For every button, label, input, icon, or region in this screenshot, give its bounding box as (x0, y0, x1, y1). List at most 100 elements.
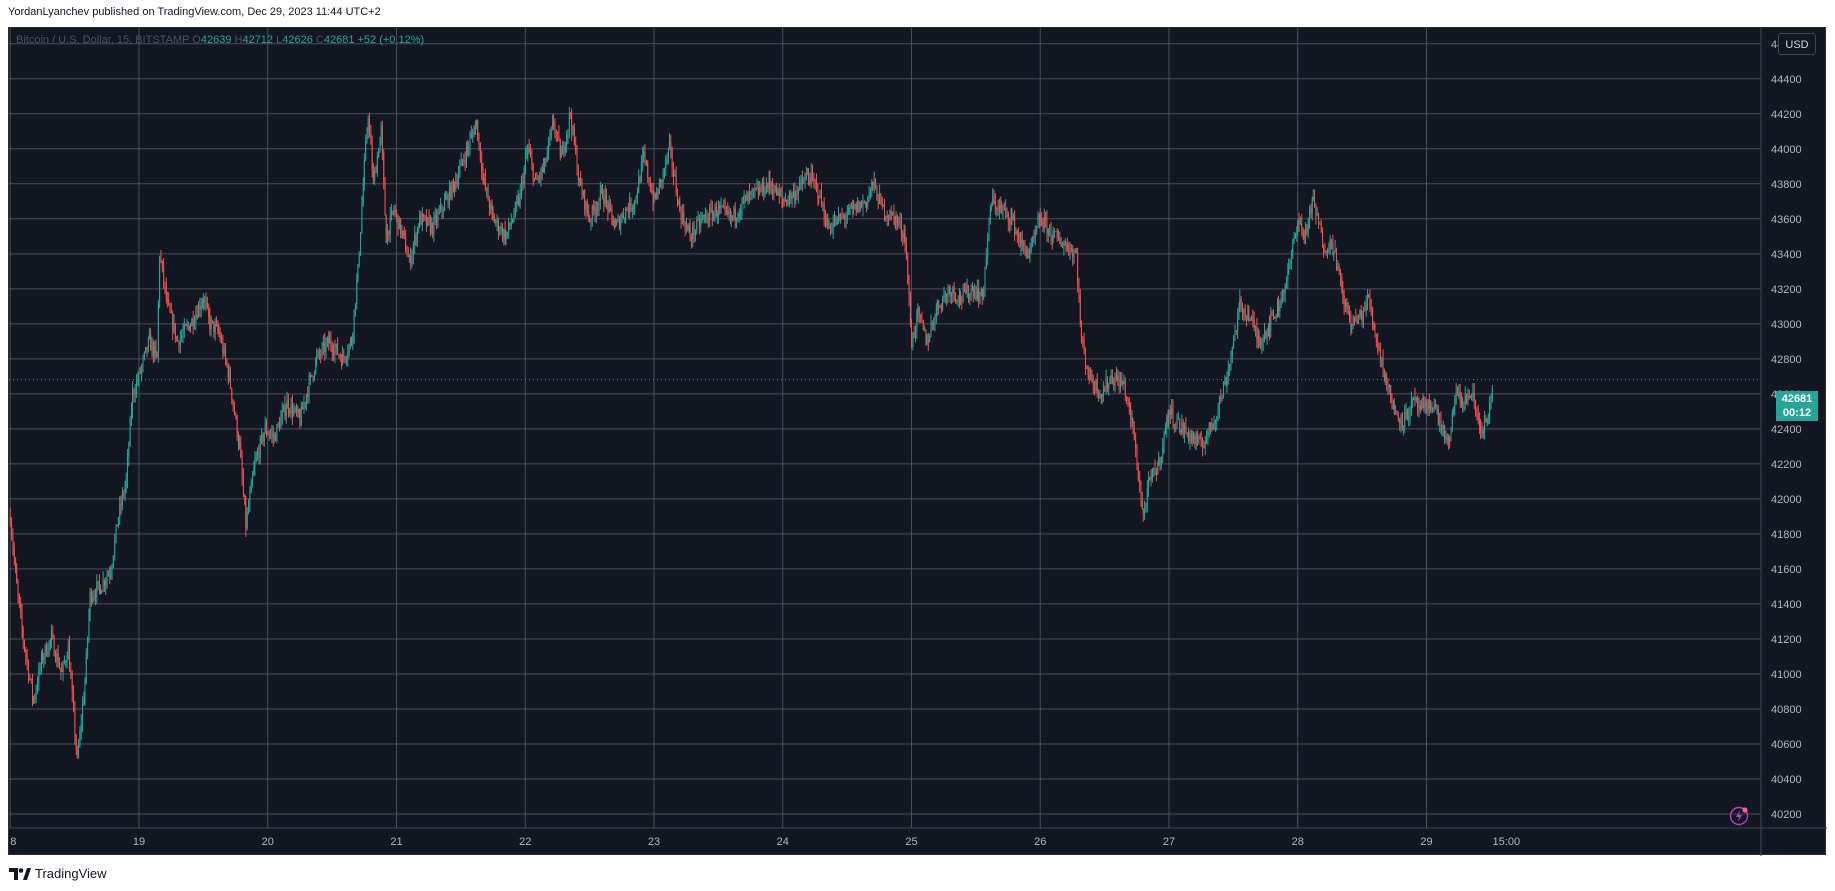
candle-body (1099, 392, 1101, 399)
candle-body (436, 215, 438, 223)
candle-body (1243, 309, 1245, 313)
candle-body (414, 234, 416, 246)
candle-body (1372, 309, 1374, 322)
candle-body (1108, 383, 1110, 389)
candle-body (963, 288, 965, 290)
candle-body (335, 343, 337, 348)
candle-body (266, 424, 268, 434)
footer-brand[interactable]: TradingView (9, 866, 107, 881)
candle-body (259, 438, 261, 458)
candle-body (96, 582, 98, 598)
candle-body (120, 503, 122, 506)
candle-body (1011, 215, 1013, 217)
candle-body (218, 330, 220, 332)
candle-body (196, 314, 198, 318)
candle-body (321, 346, 323, 355)
candle-body (675, 175, 677, 194)
candle-body (580, 177, 582, 186)
publish-line: YordanLyanchev published on TradingView.… (8, 6, 381, 18)
candle-body (640, 162, 642, 182)
lightning-bolt-icon[interactable] (1729, 806, 1749, 826)
candle-body (747, 192, 749, 201)
candle-body (444, 199, 446, 211)
candle-body (1457, 392, 1459, 396)
candle-body (150, 334, 152, 351)
symbol-name: Bitcoin / U.S. Dollar, 15, BITSTAMP (16, 34, 190, 46)
candle-body (183, 324, 185, 333)
candle-body (1259, 343, 1261, 347)
candle-body (694, 230, 696, 235)
candle-body (957, 300, 959, 302)
candle-body (365, 141, 367, 160)
candle-body (361, 205, 363, 233)
candle-body (1368, 294, 1370, 296)
candle-body (1106, 379, 1108, 389)
candle-body (1025, 249, 1027, 257)
candle-body (723, 206, 725, 208)
candle-body (1197, 435, 1199, 444)
chart-area[interactable]: 40200 40400 40600 40800 41000 41200 41400 41600… (8, 27, 1827, 856)
candle-body (1027, 253, 1029, 257)
candle-body (486, 188, 488, 190)
candle-body (460, 159, 462, 166)
candle-body (1127, 399, 1129, 401)
candle-body (1329, 239, 1331, 251)
candle-body (1137, 468, 1139, 479)
candle-body (829, 226, 831, 231)
candle-body (519, 189, 521, 206)
candle-body (1342, 289, 1344, 296)
candle-body (353, 309, 355, 335)
candle-body (392, 211, 394, 213)
candle-body (285, 408, 287, 416)
candle-body (1231, 346, 1233, 358)
currency-button[interactable]: USD (1778, 33, 1816, 55)
candle-body (525, 157, 527, 169)
candle-body (432, 223, 434, 235)
candle-body (63, 661, 65, 663)
candle-body (781, 194, 783, 200)
candle-body (635, 197, 637, 201)
candle-body (839, 214, 841, 220)
candle-body (1010, 215, 1012, 225)
candle-body (17, 583, 19, 595)
candle-body (128, 445, 130, 458)
candle-body (727, 210, 729, 214)
candle-body (873, 179, 875, 185)
candle-body (79, 730, 81, 746)
candle-body (810, 171, 812, 184)
candle-body (375, 170, 377, 174)
candle-body (385, 215, 387, 243)
candle-body (512, 219, 514, 223)
candle-body (858, 201, 860, 212)
candle-body (638, 177, 640, 193)
candle-body (890, 211, 892, 219)
candle-body (1225, 381, 1227, 386)
candle-body (32, 697, 34, 700)
candle-body (1110, 375, 1112, 378)
candle-body (617, 218, 619, 221)
y-tick-label: 41600 (1771, 564, 1802, 576)
candle-body (1045, 217, 1047, 220)
candle-body (179, 338, 181, 347)
candle-body (16, 569, 18, 584)
candle-body (1454, 400, 1456, 407)
candle-body (25, 649, 27, 657)
candle-body (279, 424, 281, 429)
candle-body (276, 424, 278, 442)
candle-body (1419, 405, 1421, 411)
candle-body (136, 380, 138, 393)
candle-body (1100, 394, 1102, 399)
candle-body (979, 295, 981, 302)
candle-body (145, 346, 147, 353)
candle-body (552, 121, 554, 128)
price-chart-svg[interactable]: 40200 40400 40600 40800 41000 41200 41400 41600… (9, 28, 1827, 856)
candle-body (935, 308, 937, 320)
candle-body (1016, 231, 1018, 234)
candle-body (1350, 315, 1352, 328)
candle-body (1396, 413, 1398, 416)
candle-body (437, 213, 439, 223)
candle-body (479, 142, 481, 160)
candle-body (831, 230, 833, 232)
candle-body (56, 653, 58, 661)
candle-body (925, 329, 927, 344)
